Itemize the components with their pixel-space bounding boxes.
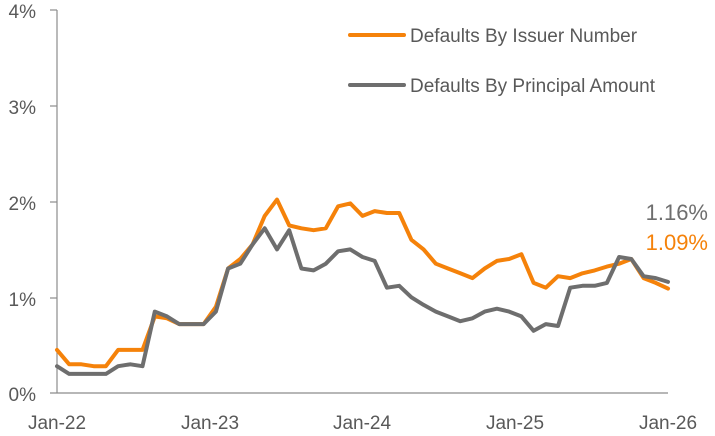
- legend-label-principal-amount: Defaults By Principal Amount: [410, 76, 656, 97]
- series-line-issuer-number: [55, 197, 670, 369]
- y-label-3: 3%: [9, 98, 37, 119]
- legend-label-issuer-number: Defaults By Issuer Number: [410, 26, 638, 47]
- y-label-1: 1%: [9, 290, 37, 311]
- end-label-issuer-number: 1.09%: [646, 230, 708, 255]
- y-label-2: 2%: [9, 194, 37, 215]
- end-label-principal-amount: 1.16%: [646, 200, 708, 225]
- x-label-jan-25: Jan-25: [486, 413, 544, 434]
- x-label-jan-26: Jan-26: [639, 413, 697, 434]
- y-label-4: 4%: [9, 2, 37, 23]
- x-label-jan-23: Jan-23: [181, 413, 239, 434]
- series-line-principal-amount: [55, 226, 670, 376]
- x-label-jan-22: Jan-22: [28, 413, 86, 434]
- x-label-jan-24: Jan-24: [333, 413, 392, 434]
- y-label-0: 0%: [9, 385, 37, 406]
- legend: Defaults By Issuer Number Defaults By Pr…: [348, 26, 656, 97]
